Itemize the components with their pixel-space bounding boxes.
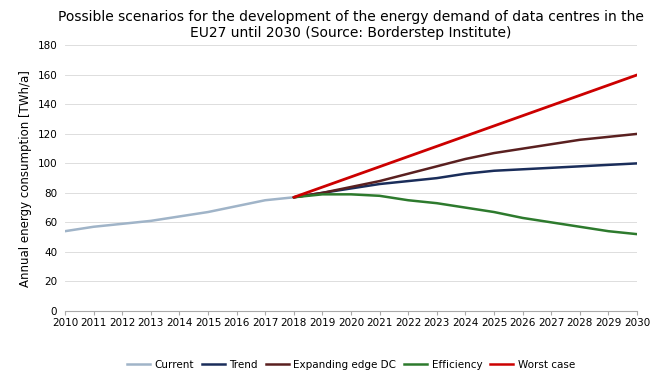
Current — [147, 219, 155, 223]
Efficiency — [490, 210, 498, 214]
Line: Current: Current — [65, 197, 294, 231]
Current — [204, 210, 212, 214]
Y-axis label: Annual energy consumption [TWh/a]: Annual energy consumption [TWh/a] — [19, 70, 32, 287]
Current — [61, 229, 69, 233]
Trend — [490, 169, 498, 173]
Efficiency — [547, 220, 555, 225]
Current — [290, 195, 298, 200]
Trend — [547, 166, 555, 170]
Expanding edge DC — [376, 179, 384, 183]
Trend — [633, 161, 641, 166]
Worst case — [290, 195, 298, 200]
Expanding edge DC — [433, 164, 441, 169]
Expanding edge DC — [490, 151, 498, 155]
Efficiency — [318, 192, 326, 197]
Expanding edge DC — [547, 142, 555, 147]
Trend — [576, 164, 584, 169]
Efficiency — [347, 192, 355, 197]
Trend — [433, 176, 441, 180]
Trend — [404, 179, 412, 183]
Expanding edge DC — [462, 157, 469, 161]
Expanding edge DC — [519, 146, 526, 151]
Expanding edge DC — [404, 171, 412, 176]
Expanding edge DC — [290, 195, 298, 200]
Expanding edge DC — [576, 138, 584, 142]
Trend — [519, 167, 526, 172]
Efficiency — [633, 232, 641, 236]
Efficiency — [519, 216, 526, 220]
Efficiency — [604, 229, 612, 233]
Efficiency — [576, 224, 584, 229]
Efficiency — [433, 201, 441, 205]
Expanding edge DC — [318, 191, 326, 195]
Line: Trend: Trend — [294, 163, 637, 197]
Trend — [318, 191, 326, 195]
Trend — [376, 182, 384, 186]
Current — [176, 214, 183, 219]
Efficiency — [404, 198, 412, 202]
Current — [233, 204, 240, 208]
Current — [90, 224, 97, 229]
Trend — [462, 171, 469, 176]
Efficiency — [290, 195, 298, 200]
Trend — [347, 186, 355, 191]
Line: Expanding edge DC: Expanding edge DC — [294, 134, 637, 197]
Current — [261, 198, 269, 202]
Expanding edge DC — [633, 132, 641, 136]
Legend: Current, Trend, Expanding edge DC, Efficiency, Worst case: Current, Trend, Expanding edge DC, Effic… — [123, 356, 579, 374]
Line: Efficiency: Efficiency — [294, 194, 637, 234]
Efficiency — [462, 205, 469, 210]
Line: Worst case: Worst case — [294, 75, 637, 197]
Expanding edge DC — [604, 135, 612, 139]
Title: Possible scenarios for the development of the energy demand of data centres in t: Possible scenarios for the development o… — [58, 10, 644, 40]
Current — [118, 222, 126, 226]
Expanding edge DC — [347, 185, 355, 189]
Efficiency — [376, 194, 384, 198]
Worst case — [633, 73, 641, 77]
Trend — [290, 195, 298, 200]
Trend — [604, 163, 612, 167]
